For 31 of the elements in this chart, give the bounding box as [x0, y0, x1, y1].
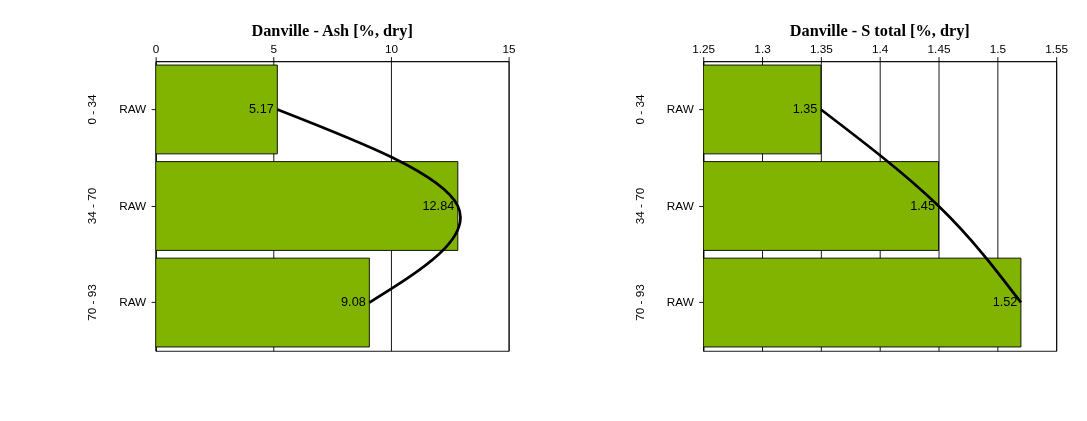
text: 0 - 34: [84, 93, 98, 125]
data-label: 5.17: [249, 102, 274, 117]
x-tick-label: 15: [502, 41, 517, 55]
chart-title: Danville - S total [%, dry]: [789, 20, 970, 40]
data-label: 9.08: [341, 295, 366, 310]
x-tick-label: 1.4: [872, 41, 889, 55]
y-tick-label: RAW: [119, 295, 148, 309]
x-tick-label: 10: [384, 41, 399, 55]
data-label: 1.45: [910, 198, 935, 213]
data-label: 12.84: [422, 198, 455, 213]
y-tick-label: RAW: [119, 198, 148, 212]
data-label: 1.35: [792, 102, 818, 117]
y-tick-label: RAW: [666, 295, 695, 309]
x-tick-label: 1.5: [989, 41, 1007, 55]
text: 70 - 93: [84, 283, 98, 321]
chart-title: Danville - Ash [%, dry]: [251, 20, 413, 40]
text: 34 - 70: [84, 187, 98, 225]
text: 70 - 93: [632, 283, 646, 321]
x-tick-label: 0: [152, 41, 160, 55]
text: 34 - 70: [632, 187, 646, 225]
x-tick-label: 1.55: [1045, 41, 1069, 55]
x-tick-label: 1.45: [927, 41, 951, 55]
x-tick-label: 1.35: [809, 41, 834, 55]
x-tick-label: 5: [270, 41, 278, 55]
text: 0 - 34: [632, 93, 646, 125]
y-tick-label: RAW: [666, 198, 695, 212]
y-tick-label: RAW: [119, 102, 148, 116]
y-tick-label: RAW: [666, 102, 695, 116]
x-tick-label: 1.3: [754, 41, 772, 55]
x-tick-label: 1.25: [692, 41, 716, 55]
data-label: 1.52: [992, 295, 1018, 310]
